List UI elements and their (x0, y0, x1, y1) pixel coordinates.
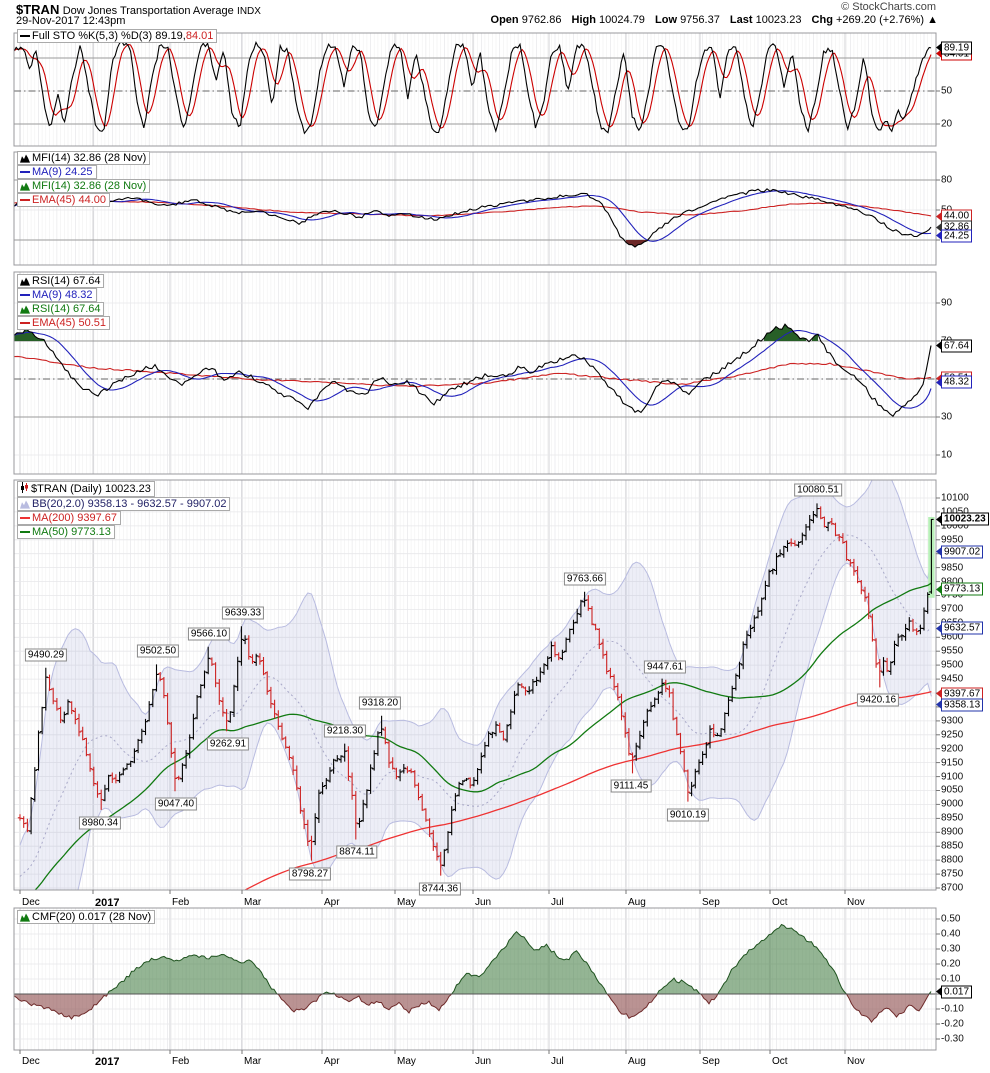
area-icon (20, 305, 30, 314)
panel-border (13, 479, 937, 891)
mfi-label: MFI(14) 32.86 (28 Nov) (32, 152, 147, 164)
ma50-line (34, 582, 932, 890)
rsi-ma9-line (14, 330, 932, 409)
bollinger-label: BB(20,2.0) 9358.13 - 9632.57 - 9907.02 (32, 498, 227, 510)
mfi-legend: MFI(14) 32.86 (28 Nov) MA(9) 24.25 MFI(1… (17, 151, 151, 207)
panel-border (13, 271, 937, 475)
price-legend-label: $TRAN (Daily) 10023.23 (31, 482, 151, 495)
rsi-ema45-label: EMA(45) 50.51 (32, 317, 106, 329)
symbol: $TRAN (16, 2, 60, 17)
line-swatch-icon (20, 35, 30, 38)
line-swatch-icon (20, 199, 30, 202)
mfi-plot (14, 188, 932, 248)
area-icon (20, 154, 30, 163)
cmf-line-positive (107, 923, 932, 994)
area-icon (20, 500, 30, 509)
rsi-plot (14, 323, 932, 417)
bollinger-lower-line (77, 562, 932, 890)
mfi-ema45-label: EMA(45) 44.00 (32, 194, 106, 206)
area-icon (20, 277, 30, 286)
line-swatch-icon (20, 294, 30, 297)
panel-border (13, 151, 937, 266)
cmf-label: CMF(20) 0.017 (28 Nov) (32, 911, 152, 923)
quote-line: Open 9762.86 High 10024.79 Low 9756.37 L… (484, 14, 938, 26)
price-plot (17, 480, 935, 890)
chg-label: Chg (811, 14, 833, 26)
mfi-overlay-label: MFI(14) 32.86 (28 Nov) (32, 180, 147, 192)
panel-border (13, 32, 937, 147)
open-label: Open (490, 14, 519, 26)
ma200-label: MA(200) 9397.67 (32, 512, 117, 524)
candlestick-icon (20, 482, 29, 496)
stochastic-k-line (14, 40, 932, 135)
low-label: Low (655, 14, 677, 26)
high-value: 10024.79 (599, 14, 645, 26)
line-swatch-icon (20, 322, 30, 325)
rsi-ema45-line (14, 355, 932, 388)
mfi-line (14, 188, 932, 248)
copyright: © StockCharts.com (841, 1, 936, 13)
exchange: INDX (237, 6, 261, 17)
line-swatch-icon (20, 517, 30, 520)
stochastic-plot (14, 40, 932, 135)
area-icon (20, 913, 30, 922)
bollinger-band-fill (20, 480, 932, 890)
stochastic-legend: Full STO %K(5,3) %D(3) 89.19, 84.01 (17, 29, 218, 43)
line-swatch-icon (20, 171, 30, 174)
rsi-label: RSI(14) 67.64 (32, 275, 101, 287)
mfi-oversold-fill (626, 240, 647, 247)
up-bars (28, 503, 934, 867)
bollinger-upper-line (19, 480, 932, 846)
cmf-positive-fill (14, 924, 931, 994)
mfi-ma9-line (14, 190, 932, 242)
chg-value: +269.20 (+2.76%) ▲ (835, 14, 938, 26)
last-label: Last (729, 14, 753, 26)
stochastic-legend-label: Full STO %K(5,3) %D(3) 89.19, (32, 30, 186, 42)
chart-datetime: 29-Nov-2017 12:43pm (16, 15, 126, 27)
area-icon (20, 182, 30, 191)
stochastic-d-value: 84.01 (185, 30, 214, 42)
high-label: High (571, 14, 596, 26)
low-value: 9756.37 (680, 14, 720, 26)
stochastic-d-line (14, 43, 932, 129)
rsi-line (14, 323, 932, 417)
rsi-ma9-label: MA(9) 48.32 (32, 289, 93, 301)
ma50-label: MA(50) 9773.13 (32, 526, 111, 538)
price-legend: $TRAN (Daily) 10023.23 BB(20,2.0) 9358.1… (17, 481, 231, 539)
chart-title: $TRAN Dow Jones Transportation Average I… (16, 2, 261, 17)
down-bars (17, 506, 919, 876)
symbol-name: Dow Jones Transportation Average (62, 5, 234, 17)
rsi-overlay-label: RSI(14) 67.64 (32, 303, 101, 315)
open-value: 9762.86 (521, 14, 562, 26)
cmf-plot (14, 923, 932, 1024)
cmf-legend: CMF(20) 0.017 (28 Nov) (17, 910, 156, 924)
last-value: 10023.23 (755, 14, 802, 26)
line-swatch-icon (20, 531, 30, 534)
rsi-legend: RSI(14) 67.64 MA(9) 48.32 RSI(14) 67.64 … (17, 274, 110, 330)
mfi-ma9-label: MA(9) 24.25 (32, 166, 93, 178)
ma200-line (243, 690, 932, 890)
